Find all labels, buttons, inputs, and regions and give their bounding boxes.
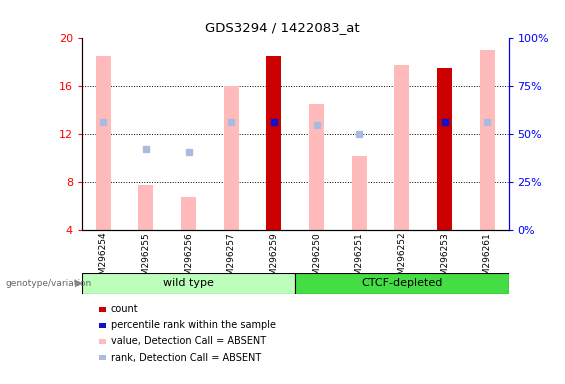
Text: value, Detection Call = ABSENT: value, Detection Call = ABSENT [111,336,266,346]
Bar [295,273,508,294]
Text: percentile rank within the sample: percentile rank within the sample [111,320,276,330]
Bar [309,104,324,230]
Text: rank, Detection Call = ABSENT: rank, Detection Call = ABSENT [111,353,261,362]
Bar [480,50,494,230]
Text: count: count [111,304,138,314]
Bar [96,56,111,230]
Bar [138,185,153,230]
Bar [352,156,367,230]
Bar [181,197,196,230]
Bar [267,56,281,230]
Text: genotype/variation: genotype/variation [6,279,92,288]
Text: wild type: wild type [163,278,214,288]
Bar [437,68,452,230]
Bar [394,65,409,230]
Bar [82,273,295,294]
Text: GDS3294 / 1422083_at: GDS3294 / 1422083_at [205,21,360,34]
Bar [224,86,238,230]
Text: ▶: ▶ [75,278,82,288]
Text: CTCF-depleted: CTCF-depleted [361,278,442,288]
